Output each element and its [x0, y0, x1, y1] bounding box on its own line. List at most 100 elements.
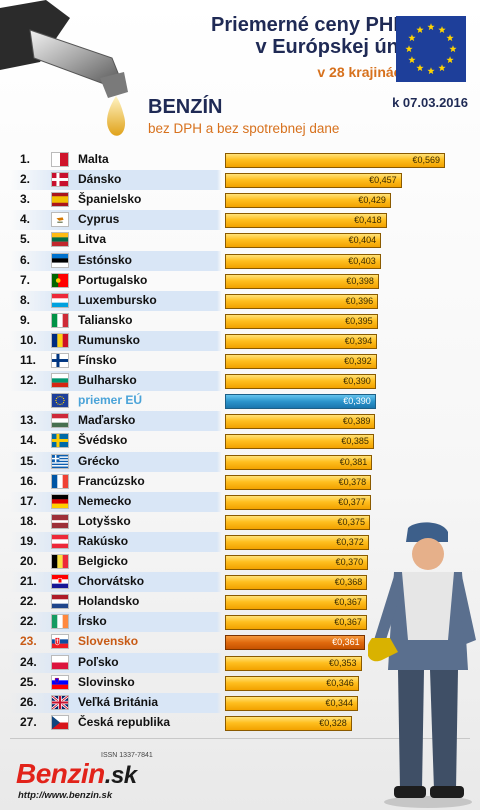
- rank-label: 21.: [20, 574, 37, 589]
- price-bar: €0,370: [225, 555, 369, 570]
- price-value-label: €0,353: [328, 657, 357, 668]
- fuel-type: BENZÍN: [148, 96, 223, 118]
- price-bar: €0,377: [225, 494, 371, 510]
- price-value-label: €0,372: [336, 536, 364, 547]
- table-row: 1. Malta €0,569: [10, 150, 470, 170]
- table-row: 14. Švédsko €0,385: [10, 431, 470, 451]
- benzin-logo[interactable]: Benzin.sk: [16, 758, 137, 790]
- rank-label: 11.: [20, 353, 37, 367]
- rank-label: 25.: [20, 674, 37, 689]
- country-name: Švédsko: [78, 433, 128, 448]
- flag-gb-icon: [51, 694, 69, 710]
- table-row: priemer EÚ €0,390: [10, 391, 470, 411]
- price-value-label: €0,375: [337, 516, 365, 527]
- price-bar: €0,361: [225, 635, 365, 651]
- price-value-label: €0,392: [344, 356, 372, 366]
- country-name: Česká republika: [78, 714, 171, 729]
- price-value-label: €0,394: [344, 335, 373, 346]
- rank-label: 9.: [20, 312, 31, 327]
- price-bar: €0,375: [225, 514, 370, 530]
- country-name: Portugalsko: [78, 272, 148, 287]
- price-bar: €0,389: [225, 414, 376, 430]
- price-bar: €0,394: [225, 333, 378, 349]
- table-row: 13. Maďarsko €0,389: [10, 411, 470, 432]
- country-name: Rakúsko: [78, 533, 129, 548]
- rank-label: 13.: [20, 413, 37, 428]
- flag-si-icon: [51, 674, 69, 690]
- price-value-label: €0,404: [348, 235, 377, 246]
- country-name: Nemecko: [78, 493, 132, 508]
- country-name: Litva: [78, 232, 107, 247]
- flag-ie-icon: [51, 614, 69, 630]
- table-row: 22. Írsko €0,367: [10, 612, 470, 633]
- flag-fi-icon: [51, 353, 69, 368]
- rank-label: 24.: [20, 654, 37, 669]
- table-row: 21. Chorvátsko €0,368: [10, 572, 470, 593]
- flag-cy-icon: [51, 212, 69, 228]
- rank-label: 22.: [20, 594, 37, 609]
- attendant-illustration-icon: [368, 522, 476, 808]
- price-value-label: €0,370: [335, 557, 364, 567]
- website-link[interactable]: http://www.benzin.sk: [18, 790, 113, 801]
- table-row: 24. Poľsko €0,353: [10, 652, 470, 673]
- flag-ee-icon: [51, 252, 69, 268]
- price-value-label: €0,457: [369, 175, 397, 186]
- table-row: 7. Portugalsko €0,398: [10, 271, 470, 291]
- flag-gr-icon: [51, 453, 69, 469]
- flag-lu-icon: [51, 292, 69, 308]
- price-value-label: €0,378: [338, 476, 367, 487]
- country-name: Veľká Británia: [78, 694, 158, 709]
- country-name: Dánsko: [78, 172, 122, 187]
- flag-lt-icon: [51, 232, 69, 248]
- flag-be-icon: [51, 554, 69, 569]
- price-bar: €0,328: [225, 715, 352, 731]
- rank-label: 7.: [20, 272, 31, 287]
- rank-label: 1.: [20, 152, 31, 166]
- price-value-label: €0,361: [332, 637, 360, 648]
- price-bar: €0,372: [225, 534, 369, 550]
- price-bar: €0,395: [225, 313, 378, 329]
- table-row: 17. Nemecko €0,377: [10, 491, 470, 512]
- table-row: 25. Slovinsko €0,346: [10, 673, 470, 693]
- flag-sk-icon: [51, 634, 69, 650]
- table-row: 5. Litva €0,404: [10, 230, 470, 250]
- flag-fr-icon: [51, 473, 69, 489]
- country-name: Fínsko: [78, 353, 117, 367]
- price-bar: €0,457: [225, 173, 402, 189]
- eu-flag-icon: [396, 16, 466, 82]
- logo-main: Benzin: [16, 758, 105, 789]
- country-name: Cyprus: [78, 212, 120, 227]
- price-bar: €0,404: [225, 233, 382, 249]
- country-name: priemer EÚ: [78, 393, 143, 408]
- flag-es-icon: [51, 192, 69, 208]
- flag-pt-icon: [51, 272, 69, 288]
- price-bar: €0,396: [225, 293, 379, 309]
- flag-hr-icon: [51, 574, 69, 590]
- rank-label: 16.: [20, 473, 37, 488]
- rank-label: 22.: [20, 614, 37, 629]
- country-name: Slovinsko: [78, 674, 135, 689]
- price-value-label: €0,368: [334, 577, 363, 588]
- price-value-label: €0,367: [334, 597, 362, 608]
- flag-cz-icon: [51, 714, 69, 730]
- subtitle: v 28 krajinách: [317, 64, 410, 80]
- price-table: 1. Malta €0,569 2. Dánsko €0,457 3. Španielsko €…: [10, 150, 470, 734]
- country-name: Lotyšsko: [78, 513, 131, 528]
- price-bar: €0,353: [225, 655, 362, 671]
- rank-label: 2.: [20, 172, 31, 187]
- price-value-label: €0,429: [358, 195, 386, 206]
- rank-label: 18.: [20, 513, 37, 528]
- price-note: bez DPH a bez spotrebnej dane: [148, 121, 340, 136]
- table-row: 4. Cyprus €0,418: [10, 210, 470, 231]
- table-row: 15. Grécko €0,381: [10, 451, 470, 472]
- flag-se-icon: [51, 433, 69, 449]
- table-row: 11. Fínsko €0,392: [10, 351, 470, 371]
- rank-label: 15.: [20, 453, 37, 468]
- price-value-label: €0,389: [342, 416, 371, 427]
- table-row: 9. Taliansko €0,395: [10, 311, 470, 331]
- rank-label: 26.: [20, 694, 37, 709]
- rank-label: 27.: [20, 714, 37, 729]
- table-row: 18. Lotyšsko €0,375: [10, 512, 470, 532]
- table-row: 23. Slovensko €0,361: [10, 632, 470, 652]
- price-bar: €0,429: [225, 193, 391, 209]
